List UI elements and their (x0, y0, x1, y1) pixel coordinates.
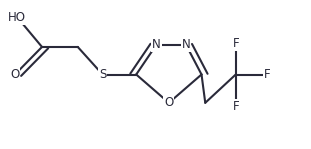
Text: N: N (182, 38, 190, 51)
Text: N: N (152, 38, 161, 51)
Text: O: O (10, 68, 20, 81)
Text: O: O (164, 96, 174, 109)
Text: F: F (232, 100, 239, 113)
Text: HO: HO (8, 11, 26, 24)
Text: F: F (232, 37, 239, 50)
Text: F: F (263, 68, 270, 81)
Text: S: S (99, 68, 106, 81)
